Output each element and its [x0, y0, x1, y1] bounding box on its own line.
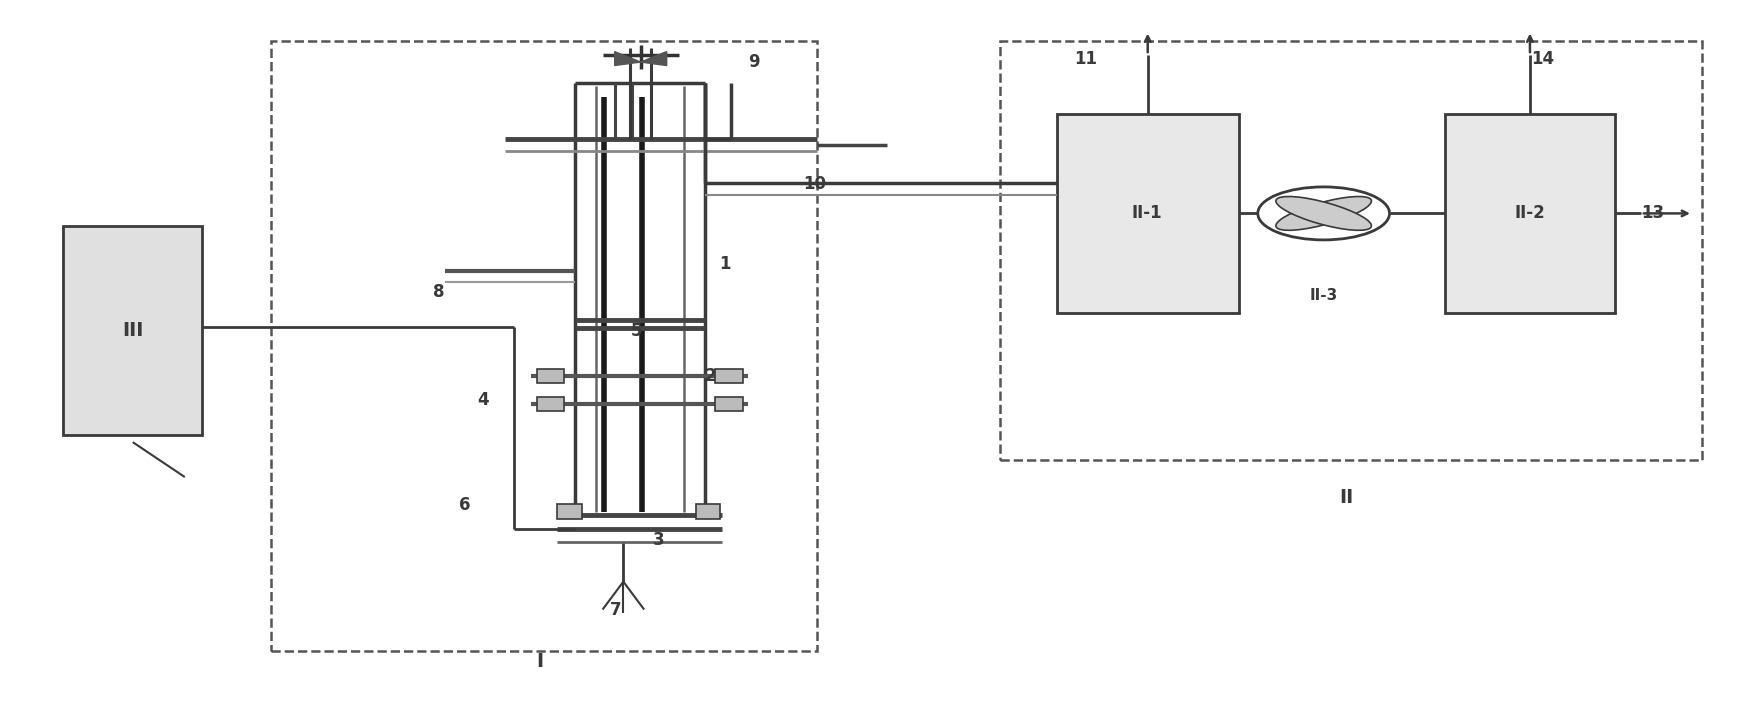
- Text: 10: 10: [803, 175, 826, 193]
- Bar: [696, 503, 720, 519]
- Bar: [63, 226, 202, 435]
- Text: 9: 9: [748, 53, 760, 71]
- Bar: [1000, 41, 1701, 460]
- Ellipse shape: [1276, 197, 1372, 231]
- Bar: [537, 369, 565, 383]
- Text: 8: 8: [433, 283, 443, 301]
- Bar: [558, 503, 583, 519]
- Text: 6: 6: [459, 496, 470, 514]
- Text: 14: 14: [1532, 50, 1555, 67]
- Bar: [271, 41, 817, 652]
- Text: II-3: II-3: [1309, 288, 1337, 303]
- Bar: [537, 396, 565, 411]
- Text: II-1: II-1: [1132, 205, 1162, 222]
- Text: II: II: [1339, 489, 1353, 508]
- Text: II-2: II-2: [1515, 205, 1546, 222]
- Bar: [715, 369, 743, 383]
- Text: 1: 1: [718, 255, 730, 273]
- Text: 5: 5: [630, 321, 642, 340]
- Text: I: I: [537, 652, 544, 671]
- Text: III: III: [122, 321, 144, 340]
- Polygon shape: [614, 51, 640, 65]
- Text: 13: 13: [1642, 205, 1664, 222]
- Text: 12: 12: [1261, 203, 1285, 221]
- Polygon shape: [640, 51, 666, 65]
- Text: 4: 4: [478, 392, 489, 409]
- Text: 11: 11: [1075, 50, 1097, 67]
- Bar: [1057, 115, 1238, 313]
- Bar: [715, 396, 743, 411]
- Ellipse shape: [1276, 197, 1372, 231]
- Text: 3: 3: [652, 531, 664, 549]
- Bar: [1445, 115, 1616, 313]
- Text: 2: 2: [704, 367, 716, 385]
- Text: 7: 7: [609, 600, 621, 619]
- Circle shape: [1257, 187, 1389, 240]
